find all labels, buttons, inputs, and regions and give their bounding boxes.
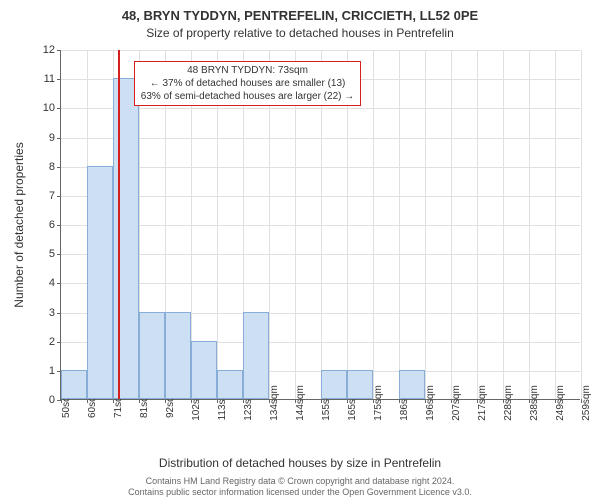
grid-line-v xyxy=(581,50,582,399)
y-tick-mark xyxy=(57,342,61,343)
property-marker-line xyxy=(118,50,120,399)
y-tick-mark xyxy=(57,196,61,197)
y-tick-label: 4 xyxy=(49,277,55,289)
grid-line-v xyxy=(529,50,530,399)
y-tick-label: 2 xyxy=(49,336,55,348)
grid-line-v xyxy=(477,50,478,399)
y-tick-label: 8 xyxy=(49,161,55,173)
histogram-bar xyxy=(113,78,139,399)
x-tick-label: 228sqm xyxy=(503,385,514,421)
x-tick-label: 217sqm xyxy=(477,385,488,421)
grid-line-v xyxy=(451,50,452,399)
annotation-line1: 48 BRYN TYDDYN: 73sqm xyxy=(141,64,354,77)
y-tick-label: 6 xyxy=(49,219,55,231)
y-tick-mark xyxy=(57,79,61,80)
chart-plot-area: 012345678910111250sqm60sqm71sqm81sqm92sq… xyxy=(60,50,580,400)
histogram-bar xyxy=(61,370,87,399)
grid-line-v xyxy=(399,50,400,399)
y-tick-label: 9 xyxy=(49,132,55,144)
x-tick-label: 144sqm xyxy=(295,385,306,421)
grid-line-v xyxy=(425,50,426,399)
y-tick-mark xyxy=(57,313,61,314)
histogram-bar xyxy=(321,370,347,399)
y-tick-label: 12 xyxy=(43,44,55,56)
y-tick-mark xyxy=(57,283,61,284)
y-tick-label: 10 xyxy=(43,102,55,114)
grid-line-v xyxy=(503,50,504,399)
histogram-bar xyxy=(399,370,425,399)
histogram-bar xyxy=(191,341,217,399)
y-axis-label: Number of detached properties xyxy=(12,142,26,307)
y-tick-label: 7 xyxy=(49,190,55,202)
y-tick-label: 0 xyxy=(49,394,55,406)
chart-title: 48, BRYN TYDDYN, PENTREFELIN, CRICCIETH,… xyxy=(0,8,600,23)
grid-line-v xyxy=(555,50,556,399)
annotation-box: 48 BRYN TYDDYN: 73sqm← 37% of detached h… xyxy=(134,61,361,106)
y-tick-mark xyxy=(57,225,61,226)
x-tick-label: 196sqm xyxy=(425,385,436,421)
histogram-bar xyxy=(87,166,113,399)
y-tick-mark xyxy=(57,254,61,255)
x-tick-label: 259sqm xyxy=(581,385,592,421)
grid-line-v xyxy=(373,50,374,399)
histogram-bar xyxy=(165,312,191,400)
histogram-bar xyxy=(139,312,165,400)
annotation-line3: 63% of semi-detached houses are larger (… xyxy=(141,90,354,103)
y-tick-mark xyxy=(57,108,61,109)
y-tick-label: 1 xyxy=(49,365,55,377)
y-tick-mark xyxy=(57,138,61,139)
annotation-line2: ← 37% of detached houses are smaller (13… xyxy=(141,77,354,90)
footer-line1: Contains HM Land Registry data © Crown c… xyxy=(0,476,600,487)
y-tick-label: 11 xyxy=(44,73,55,85)
histogram-bar xyxy=(243,312,269,400)
y-tick-label: 3 xyxy=(49,307,55,319)
x-axis-label: Distribution of detached houses by size … xyxy=(0,456,600,470)
y-tick-mark xyxy=(57,50,61,51)
chart-subtitle: Size of property relative to detached ho… xyxy=(0,26,600,40)
histogram-bar xyxy=(217,370,243,399)
y-tick-mark xyxy=(57,167,61,168)
footer-line2: Contains public sector information licen… xyxy=(0,487,600,498)
histogram-bar xyxy=(347,370,373,399)
y-tick-label: 5 xyxy=(49,248,55,260)
x-tick-label: 207sqm xyxy=(451,385,462,421)
footer-attribution: Contains HM Land Registry data © Crown c… xyxy=(0,476,600,498)
x-tick-label: 175sqm xyxy=(373,385,384,421)
x-tick-label: 249sqm xyxy=(555,385,566,421)
x-tick-label: 134sqm xyxy=(269,385,280,421)
x-tick-label: 238sqm xyxy=(529,385,540,421)
